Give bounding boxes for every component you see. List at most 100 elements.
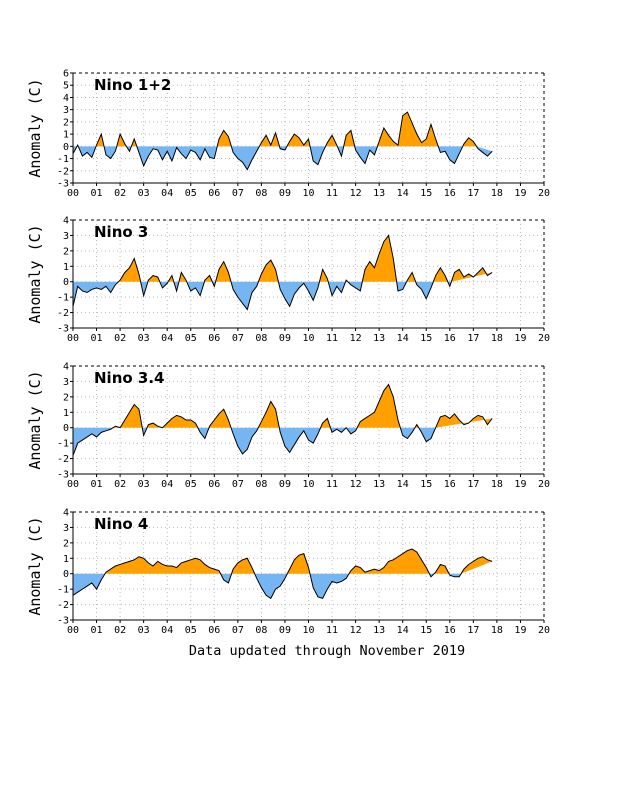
- x-tick-label: 10: [302, 333, 314, 344]
- x-tick-label: 09: [279, 625, 291, 636]
- y-tick-label: 1: [63, 262, 69, 273]
- positive-anomaly-area: [118, 258, 141, 282]
- x-tick-label: 18: [491, 625, 503, 636]
- y-tick-label: 3: [63, 523, 69, 534]
- negative-anomaly-area: [278, 281, 320, 307]
- x-tick-label: 15: [420, 479, 432, 490]
- x-tick-label: 17: [467, 188, 479, 199]
- negative-anomaly-area: [347, 281, 363, 291]
- x-tick-label: 02: [114, 479, 126, 490]
- x-tick-label: 14: [397, 333, 409, 344]
- negative-anomaly-area: [140, 281, 148, 296]
- anomaly-series-line: [72, 234, 493, 311]
- positive-anomaly-area: [204, 275, 213, 282]
- y-tick-label: 0: [63, 423, 69, 434]
- x-tick-label: 06: [208, 188, 220, 199]
- y-tick-label: 4: [63, 508, 69, 519]
- y-tick-label: 2: [63, 538, 69, 549]
- y-tick-label: -3: [57, 616, 69, 627]
- negative-anomaly-area: [438, 146, 463, 164]
- x-tick-label: 11: [326, 479, 338, 490]
- anomaly-series-line: [72, 111, 493, 171]
- y-tick-label: -1: [57, 154, 69, 165]
- negative-anomaly-area: [73, 427, 114, 456]
- x-tick-label: 20: [538, 625, 550, 636]
- negative-anomaly-area: [231, 146, 260, 170]
- negative-anomaly-area: [254, 573, 288, 599]
- negative-anomaly-area: [337, 146, 344, 157]
- positive-anomaly-area: [120, 404, 143, 428]
- positive-anomaly-area: [435, 413, 493, 428]
- y-tick-label: 4: [63, 362, 69, 373]
- y-axis-label: Anomaly (C): [26, 516, 44, 615]
- x-tick-label: 14: [397, 625, 409, 636]
- x-tick-label: 04: [161, 625, 173, 636]
- negative-anomaly-area: [231, 427, 259, 454]
- x-tick-label: 19: [514, 188, 526, 199]
- positive-anomaly-area: [215, 261, 231, 282]
- x-tick-label: 09: [279, 479, 291, 490]
- y-tick-label: 1: [63, 408, 69, 419]
- x-tick-label: 16: [444, 333, 456, 344]
- negative-anomaly-area: [310, 146, 326, 165]
- x-tick-label: 06: [208, 479, 220, 490]
- positive-anomaly-area: [451, 267, 493, 282]
- footer-text: Data updated through November 2019: [189, 643, 465, 659]
- x-tick-label: 02: [114, 333, 126, 344]
- positive-anomaly-area: [287, 553, 310, 574]
- positive-anomaly-area: [406, 272, 416, 282]
- x-tick-label: 05: [185, 479, 197, 490]
- x-tick-label: 18: [491, 188, 503, 199]
- positive-anomaly-area: [96, 134, 105, 147]
- x-tick-label: 09: [279, 333, 291, 344]
- positive-anomaly-area: [217, 130, 232, 147]
- y-tick-label: -1: [57, 439, 69, 450]
- x-tick-label: 04: [161, 333, 173, 344]
- x-tick-label: 03: [138, 188, 150, 199]
- x-tick-label: 08: [255, 479, 267, 490]
- y-tick-label: 5: [63, 81, 69, 92]
- y-tick-label: -2: [57, 166, 69, 177]
- x-tick-label: 01: [91, 188, 103, 199]
- x-tick-label: 12: [350, 333, 362, 344]
- x-tick-label: 14: [397, 188, 409, 199]
- y-tick-label: 1: [63, 130, 69, 141]
- x-tick-label: 18: [491, 479, 503, 490]
- x-tick-label: 07: [232, 188, 244, 199]
- panel-title: Nino 4: [94, 515, 148, 533]
- x-tick-label: 07: [232, 625, 244, 636]
- y-axis-label: Anomaly (C): [26, 224, 44, 323]
- x-tick-label: 15: [420, 625, 432, 636]
- x-tick-label: 01: [91, 625, 103, 636]
- x-tick-label: 12: [350, 188, 362, 199]
- y-tick-label: -2: [57, 454, 69, 465]
- negative-anomaly-area: [231, 281, 259, 310]
- x-tick-label: 19: [514, 333, 526, 344]
- x-tick-label: 03: [138, 625, 150, 636]
- negative-anomaly-area: [400, 427, 415, 439]
- positive-anomaly-area: [362, 235, 397, 282]
- positive-anomaly-area: [325, 135, 338, 147]
- negative-anomaly-area: [173, 281, 179, 291]
- x-tick-label: 19: [514, 479, 526, 490]
- y-tick-label: 3: [63, 105, 69, 116]
- x-tick-label: 16: [444, 625, 456, 636]
- x-tick-label: 20: [538, 333, 550, 344]
- x-tick-label: 00: [67, 188, 79, 199]
- negative-anomaly-area: [418, 427, 436, 442]
- x-tick-label: 00: [67, 479, 79, 490]
- y-tick-label: 0: [63, 142, 69, 153]
- y-tick-label: 4: [63, 93, 69, 104]
- negative-anomaly-area: [449, 573, 462, 577]
- x-tick-label: 15: [420, 188, 432, 199]
- negative-anomaly-area: [197, 427, 209, 439]
- y-tick-label: 2: [63, 117, 69, 128]
- x-tick-label: 13: [373, 333, 385, 344]
- x-tick-label: 01: [91, 479, 103, 490]
- x-tick-label: 06: [208, 333, 220, 344]
- x-tick-label: 20: [538, 479, 550, 490]
